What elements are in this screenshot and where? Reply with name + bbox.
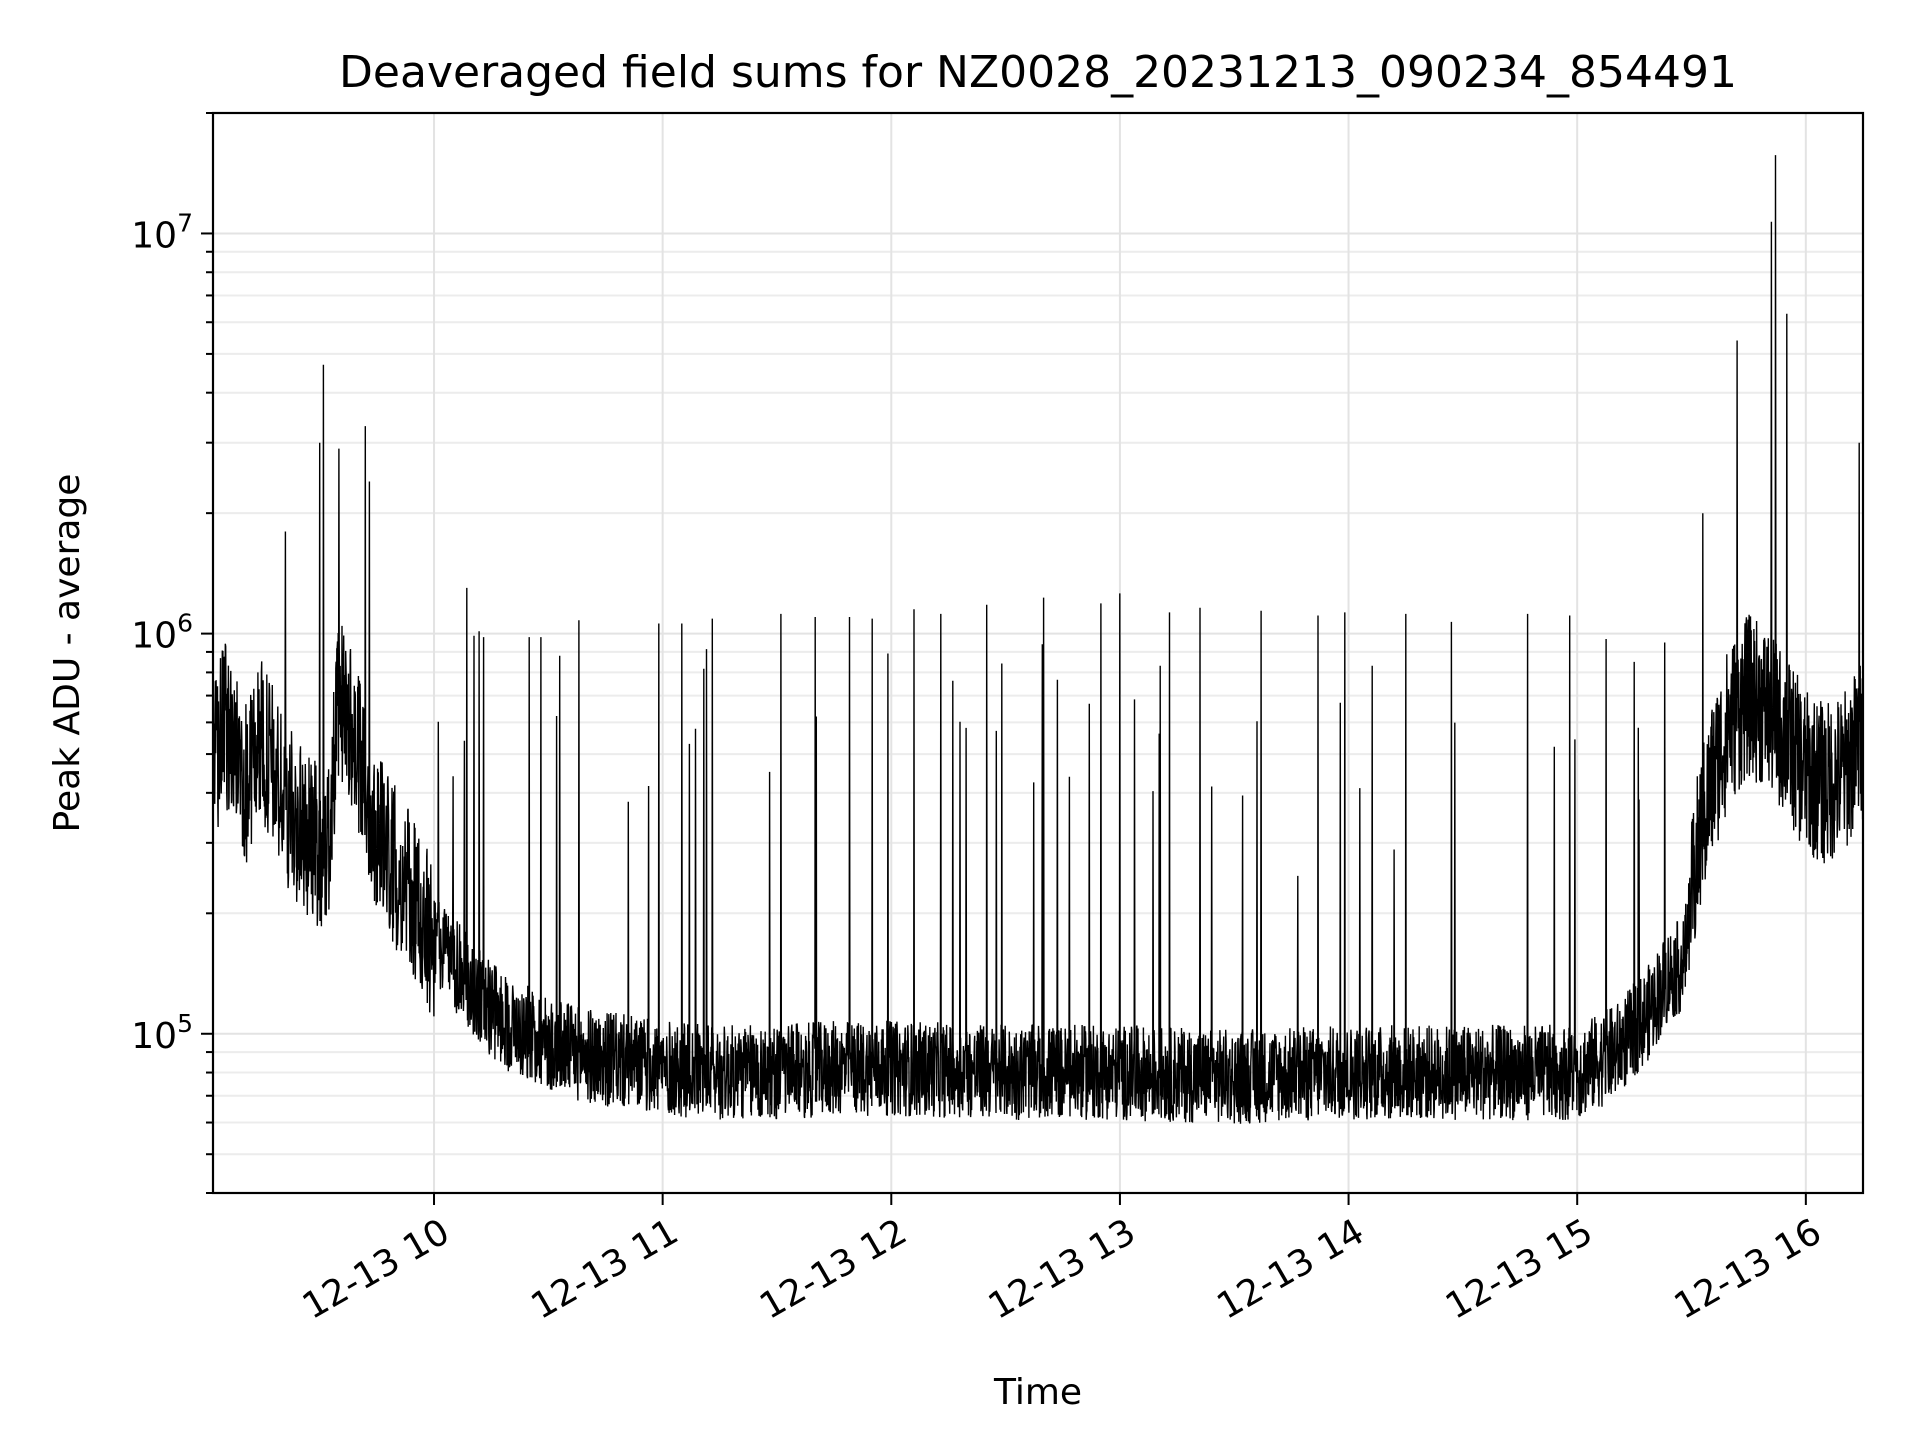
series-line bbox=[212, 155, 1864, 1124]
y-axis-label: Peak ADU - average bbox=[47, 474, 88, 833]
y-tick-label: 105 bbox=[131, 1009, 193, 1057]
chart-title: Deaveraged field sums for NZ0028_2023121… bbox=[339, 47, 1737, 98]
x-tick-label: 12-13 10 bbox=[296, 1211, 457, 1327]
x-axis-label: Time bbox=[993, 1372, 1082, 1413]
y-tick-label: 106 bbox=[131, 609, 193, 657]
y-tick-label: 107 bbox=[131, 208, 193, 256]
y-tick-labels: 105 106 107 bbox=[131, 208, 193, 1056]
x-tick-label: 12-13 12 bbox=[753, 1211, 914, 1327]
x-tick-label: 12-13 15 bbox=[1439, 1211, 1600, 1327]
x-tick-label: 12-13 11 bbox=[524, 1211, 685, 1327]
ticks bbox=[201, 112, 1807, 1205]
x-tick-label: 12-13 14 bbox=[1210, 1211, 1371, 1327]
x-tick-label: 12-13 13 bbox=[982, 1211, 1143, 1327]
x-tick-label: 12-13 16 bbox=[1668, 1211, 1829, 1327]
x-tick-labels: 12-13 10 12-13 11 12-13 12 12-13 13 12-13 14… bbox=[296, 1211, 1828, 1327]
plot-frame bbox=[211, 111, 1865, 1195]
